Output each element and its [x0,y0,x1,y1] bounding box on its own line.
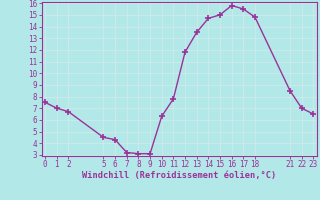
X-axis label: Windchill (Refroidissement éolien,°C): Windchill (Refroidissement éolien,°C) [82,171,276,180]
